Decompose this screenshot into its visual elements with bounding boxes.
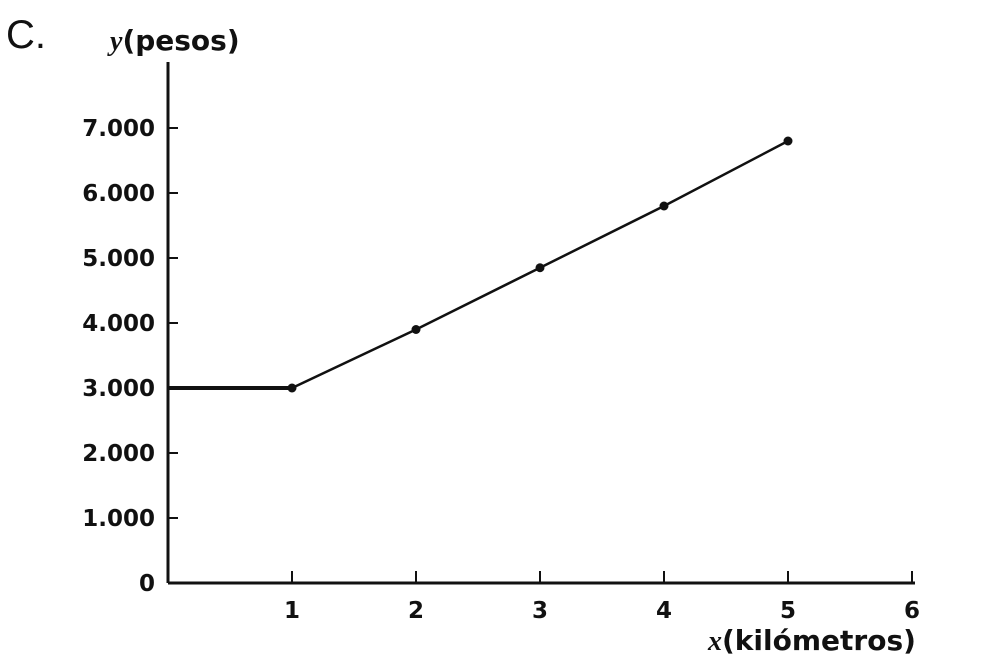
y-tick-label: 3.000 (82, 376, 155, 402)
y-tick-label: 4.000 (82, 311, 155, 337)
x-tick-label: 4 (656, 598, 672, 624)
y-tick-label: 6.000 (82, 181, 155, 207)
x-tick-label: 6 (904, 598, 920, 624)
data-series (168, 136, 793, 393)
data-point (783, 136, 793, 146)
y-tick-label: 1.000 (82, 506, 155, 532)
y-axis-variable: y (107, 26, 123, 57)
y-axis-unit: (pesos) (122, 24, 239, 57)
data-point (659, 201, 669, 211)
x-ticks: 1 2 3 4 5 6 (284, 571, 920, 624)
y-ticks: 0 1.000 2.000 3.000 4.000 5.000 6.000 7.000 (82, 116, 178, 597)
data-point (411, 325, 421, 334)
x-axis-variable: x (707, 626, 722, 656)
data-point (287, 383, 297, 393)
x-tick-label: 2 (408, 598, 424, 624)
y-tick-label: 2.000 (82, 441, 155, 467)
x-tick-label: 3 (532, 598, 548, 624)
y-tick-label: 5.000 (82, 246, 155, 272)
y-tick-label: 0 (139, 571, 155, 597)
x-axis-title: x(kilómetros) (707, 624, 916, 656)
data-point (535, 263, 545, 273)
x-tick-label: 5 (780, 598, 796, 624)
y-tick-label: 7.000 (82, 116, 155, 142)
panel-label: C. (6, 13, 46, 57)
x-tick-label: 1 (284, 598, 300, 624)
y-axis-title: y(pesos) (107, 24, 240, 57)
x-axis-unit: (kilómetros) (722, 624, 916, 656)
